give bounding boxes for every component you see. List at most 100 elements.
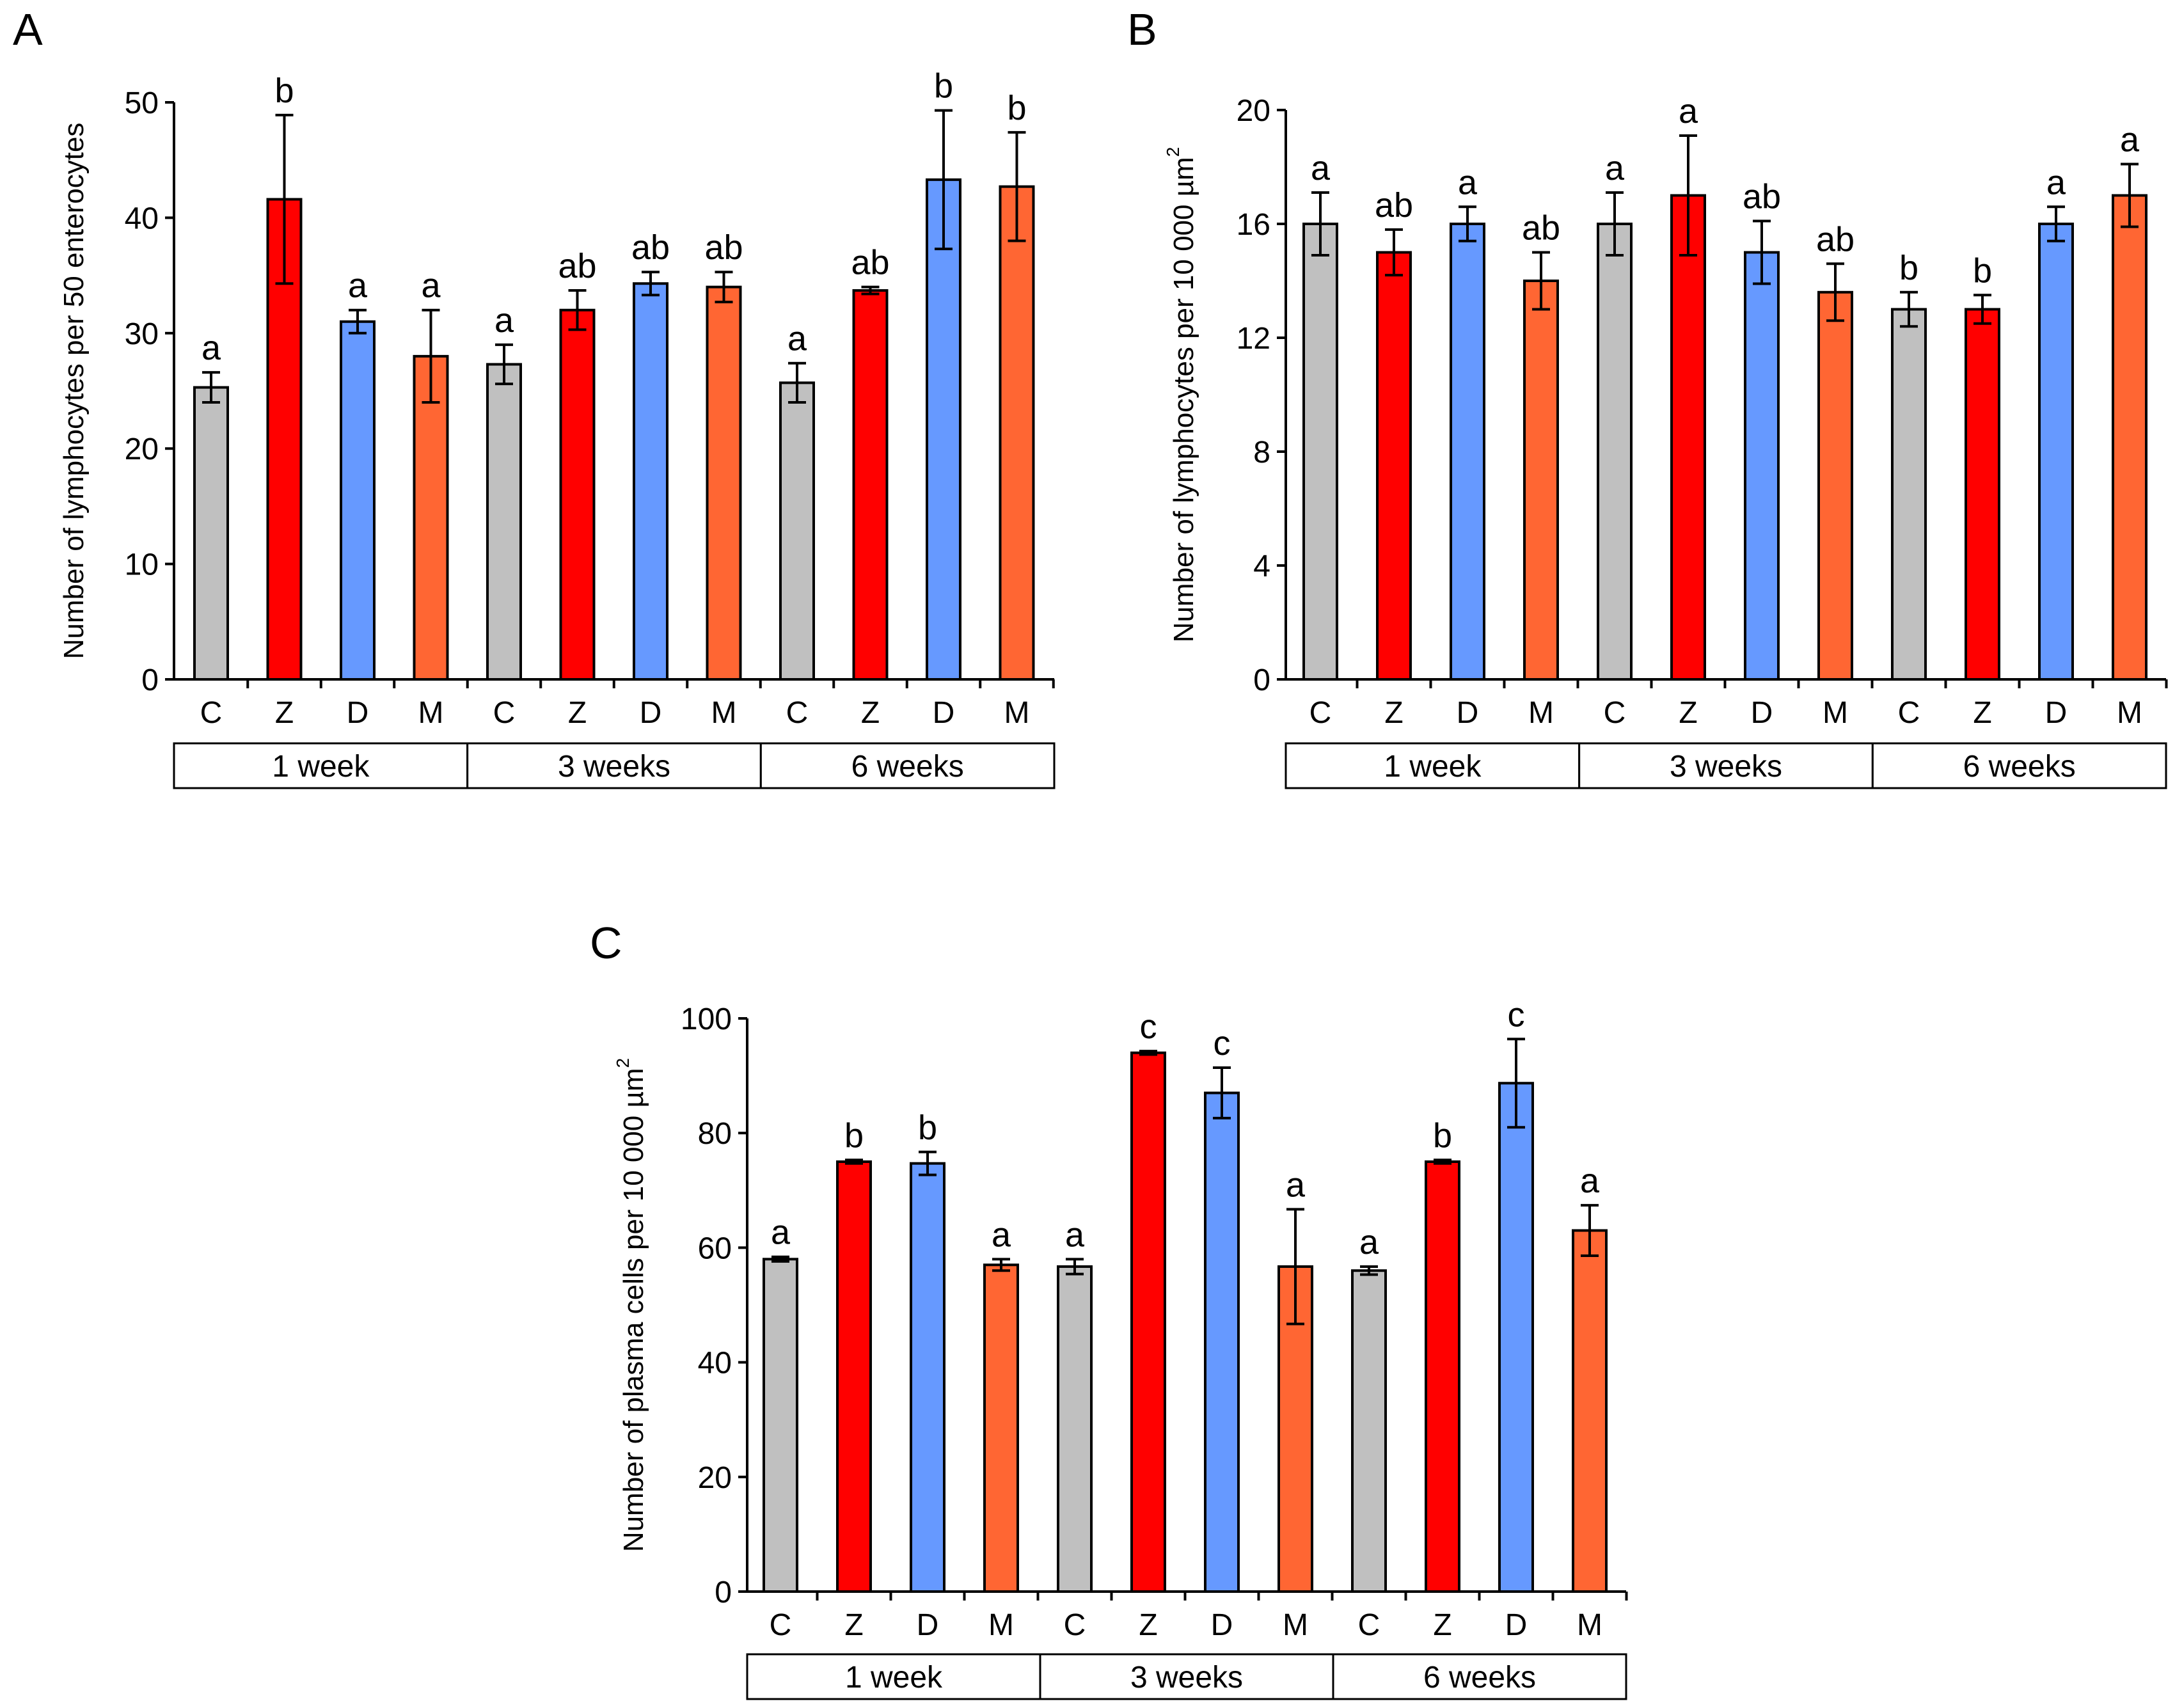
category-label: D	[640, 696, 662, 730]
bar-d	[926, 178, 961, 681]
bar-c	[1351, 1269, 1387, 1593]
y-axis-label-text: Number of plasma cells per 10 000 µm	[618, 1068, 649, 1553]
category-label: D	[2045, 696, 2068, 730]
y-tick-label: 40	[698, 1347, 732, 1380]
significance-label: a	[1458, 163, 1478, 202]
y-tick-label: 4	[1253, 550, 1270, 583]
category-label: M	[988, 1608, 1014, 1642]
bar-m	[2112, 194, 2147, 681]
category-label: Z	[1679, 696, 1697, 730]
y-tick-label: 20	[698, 1461, 732, 1495]
bar-c	[1891, 308, 1927, 681]
significance-label: ab	[1375, 186, 1413, 225]
bar-m	[413, 354, 449, 681]
category-label: M	[2117, 696, 2142, 730]
significance-label: a	[2120, 121, 2140, 159]
significance-label: b	[918, 1109, 937, 1147]
group-label: 6 weeks	[851, 750, 964, 784]
panel-a: A Number of lymphocytes per 50 enterocyte…	[13, 4, 1056, 789]
category-label: M	[1528, 696, 1554, 730]
y-tick-label: 40	[125, 202, 159, 235]
group-label: 6 weeks	[1963, 750, 2076, 784]
category-label: Z	[1139, 1608, 1157, 1642]
significance-label: a	[1679, 92, 1698, 130]
bar-d	[633, 282, 668, 681]
y-tick-label: 100	[681, 1002, 732, 1036]
bar-m	[999, 185, 1035, 681]
y-axis-label-text: Number of lymphocytes per 50 enterocytes	[58, 123, 90, 660]
y-axis-label-superscript: 2	[1163, 147, 1183, 157]
y-axis-label: Number of lymphocytes per 10 000 µm2	[1163, 147, 1199, 643]
category-label: M	[1577, 1608, 1602, 1642]
category-label: M	[1283, 1608, 1308, 1642]
category-label: M	[1823, 696, 1848, 730]
significance-label: ab	[1522, 209, 1560, 248]
panel-letter: C	[590, 918, 622, 968]
group-label: 1 week	[845, 1661, 943, 1695]
group-box	[1871, 742, 2167, 789]
bar-m	[1523, 280, 1559, 681]
bar-m	[1817, 290, 1853, 681]
category-label: C	[493, 696, 516, 730]
bar-d	[2038, 223, 2074, 681]
y-tick-label: 8	[1253, 436, 1270, 470]
bar-m	[706, 285, 742, 681]
category-label: C	[1604, 696, 1626, 730]
significance-label: ab	[1743, 178, 1781, 216]
bar-c	[763, 1258, 798, 1593]
panel-letter: B	[1127, 4, 1157, 54]
category-label: D	[933, 696, 955, 730]
significance-label: a	[421, 267, 441, 305]
significance-label: b	[844, 1116, 864, 1155]
y-axis-label-superscript: 2	[613, 1058, 633, 1068]
group-label: 3 weeks	[558, 750, 670, 784]
category-label: Z	[568, 696, 587, 730]
category-label: D	[1211, 1608, 1233, 1642]
group-box	[1578, 742, 1874, 789]
y-tick-label: 0	[715, 1576, 732, 1609]
significance-label: c	[1508, 995, 1525, 1034]
significance-label: a	[1580, 1162, 1600, 1200]
bar-c	[1057, 1265, 1093, 1593]
y-tick-label: 20	[125, 432, 159, 466]
bar-d	[1498, 1082, 1534, 1593]
bar-d	[1450, 223, 1485, 681]
significance-label: a	[1605, 149, 1625, 187]
group-label: 1 week	[1384, 750, 1482, 784]
category-label: Z	[1433, 1608, 1451, 1642]
group-box	[1039, 1653, 1334, 1700]
significance-label: c	[1140, 1008, 1157, 1046]
bar-z	[1130, 1051, 1166, 1593]
significance-label: ab	[558, 247, 596, 285]
significance-label: a	[771, 1214, 791, 1252]
category-label: D	[917, 1608, 939, 1642]
bar-z	[852, 289, 889, 681]
y-tick-label: 50	[125, 86, 159, 120]
significance-label: a	[1065, 1215, 1085, 1254]
y-tick-label: 80	[698, 1117, 732, 1151]
bar-c	[1302, 223, 1338, 681]
y-tick-label: 12	[1237, 322, 1270, 356]
significance-label: a	[992, 1215, 1011, 1254]
group-label: 3 weeks	[1670, 750, 1782, 784]
category-label: Z	[861, 696, 880, 730]
bar-z	[559, 308, 596, 681]
bar-z	[1376, 251, 1412, 681]
category-label: C	[1309, 696, 1332, 730]
significance-label: a	[1311, 149, 1331, 187]
y-tick-label: 16	[1237, 208, 1270, 242]
significance-label: ab	[1816, 220, 1855, 258]
bar-z	[836, 1160, 872, 1593]
panel-letter: A	[13, 4, 43, 54]
significance-label: a	[1359, 1223, 1379, 1261]
group-box	[746, 1653, 1041, 1700]
bar-m	[1572, 1229, 1608, 1593]
group-box	[759, 742, 1056, 789]
category-label: D	[1457, 696, 1479, 730]
bar-z	[1670, 194, 1706, 681]
category-label: Z	[275, 696, 294, 730]
category-label: C	[1898, 696, 1920, 730]
y-tick-label: 60	[698, 1231, 732, 1265]
